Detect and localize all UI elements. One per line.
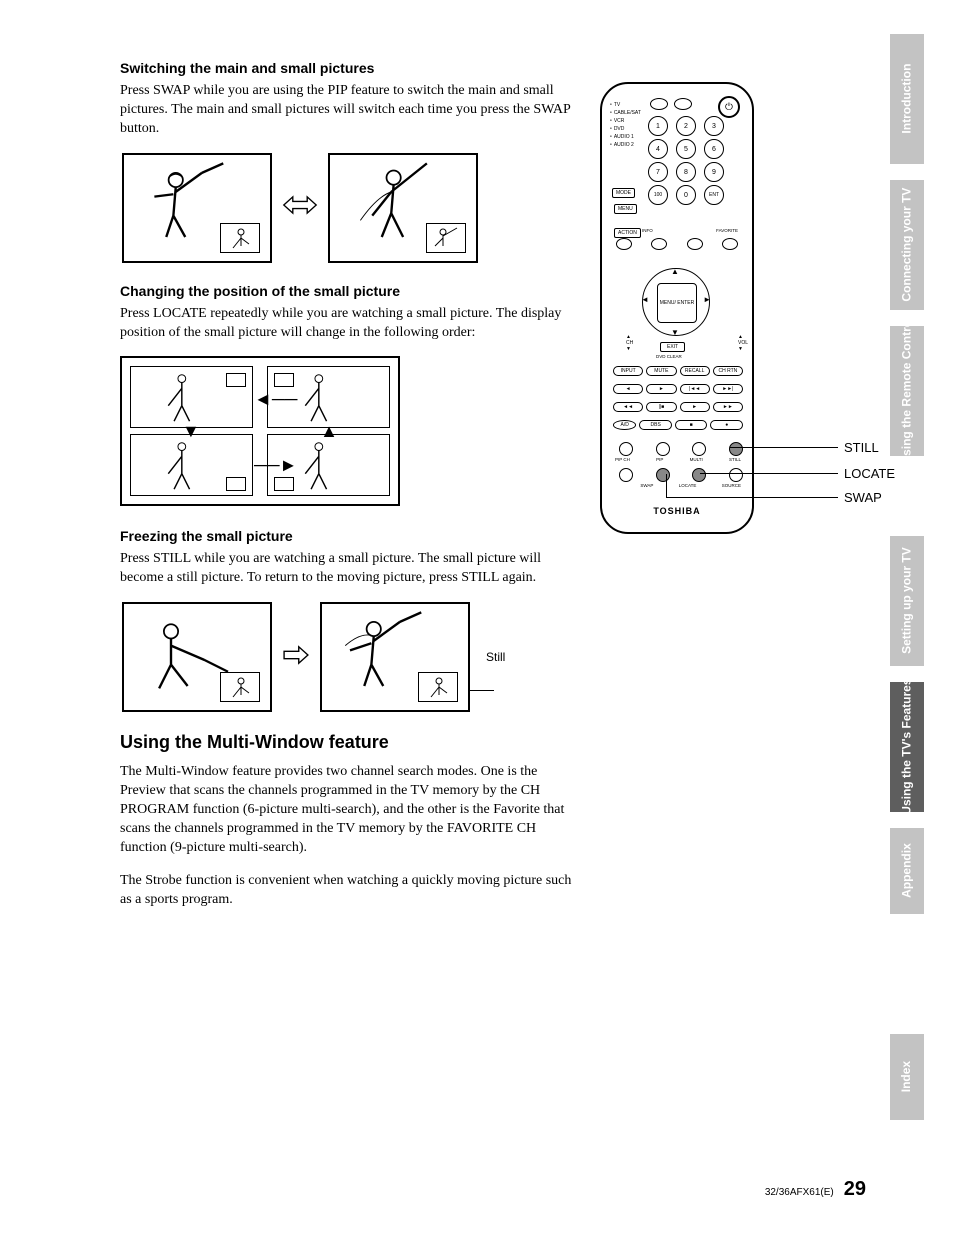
sidetab-appendix: Appendix xyxy=(890,828,924,914)
callout-line-swap xyxy=(666,497,838,498)
mode-button: MODE xyxy=(612,188,635,198)
heading-swap: Switching the main and small pictures xyxy=(120,60,580,76)
locate-cell-bl xyxy=(130,434,253,496)
page-number: 29 xyxy=(844,1178,866,1201)
transport-row-1: INPUT MUTE RECALL CH RTN xyxy=(613,366,743,376)
locate-button xyxy=(692,468,706,482)
body-swap: Press SWAP while you are using the PIP f… xyxy=(120,82,580,139)
still-button xyxy=(729,442,743,456)
golfer-mini-icon xyxy=(221,224,261,254)
sidetab-features-active: Using the TV's Features xyxy=(890,682,924,812)
light-button xyxy=(650,98,668,110)
exit-button: EXIT xyxy=(660,342,685,352)
pip-circle-row-1: PIP CH PIP MULTI STILL xyxy=(613,442,743,463)
model-number: 32/36AFX61(E) xyxy=(765,1187,834,1198)
transport-row-4: A/D DBS ■ ● xyxy=(613,420,743,430)
remote-device-list: TV CABLE/SAT VCR DVD AUDIO 1 AUDIO 2 xyxy=(610,102,641,150)
callout-locate: LOCATE xyxy=(844,466,895,481)
arrow-down-icon: ▼ xyxy=(182,422,200,440)
main-content: Switching the main and small pictures Pr… xyxy=(120,60,580,923)
figure-swap xyxy=(122,153,580,263)
action-button: ACTION xyxy=(614,228,641,238)
swap-screen-right xyxy=(328,153,478,263)
callout-line-swap-v xyxy=(666,474,667,498)
source-button xyxy=(729,468,743,482)
batter-mini-icon xyxy=(427,224,467,254)
arrow-up-icon: ▲ xyxy=(320,422,338,440)
sidetab-introduction: Introduction xyxy=(890,34,924,164)
multi-button xyxy=(692,442,706,456)
locate-cell-tl xyxy=(130,366,253,428)
oval-button-row xyxy=(616,238,738,250)
number-pad: 1 2 3 4 5 6 7 8 9 100 0 ENT xyxy=(648,116,726,205)
body-freeze: Press STILL while you are watching a sma… xyxy=(120,550,580,588)
ch-vol-rockers: ▲CH▼ ▲VOL▼ xyxy=(612,334,762,352)
swap-button xyxy=(656,468,670,482)
pip-subbox xyxy=(220,672,260,702)
power-button-icon: ⏻ xyxy=(718,96,740,118)
arrow-right-icon: ──► xyxy=(254,456,297,474)
still-caption: Still xyxy=(486,650,505,664)
sidetab-remote: Using the Remote Control xyxy=(890,326,924,456)
figure-freeze: Still xyxy=(122,602,580,712)
still-leader-line xyxy=(470,690,494,691)
freeze-screen-right xyxy=(320,602,470,712)
remote-brand: TOSHIBA xyxy=(602,506,752,516)
nav-ring: MENU/ ENTER ▲ ▼ ◄ ► xyxy=(642,268,710,336)
pipch-button xyxy=(619,442,633,456)
freeze-screen-right-wrap xyxy=(320,602,470,712)
golfer-mini-icon xyxy=(419,673,459,703)
pipch2-button xyxy=(619,468,633,482)
right-arrow-icon xyxy=(282,644,310,671)
body-locate: Press LOCATE repeatedly while you are wa… xyxy=(120,305,580,343)
pip-subbox xyxy=(220,223,260,253)
callout-swap: SWAP xyxy=(844,490,882,505)
sidetab-connecting: Connecting your TV xyxy=(890,180,924,310)
heading-multiwindow: Using the Multi-Window feature xyxy=(120,732,580,753)
heading-freeze: Freezing the small picture xyxy=(120,528,580,544)
swap-arrow-icon xyxy=(282,191,318,224)
pip-subbox xyxy=(426,223,466,253)
sidetab-settingup: Setting up your TV xyxy=(890,536,924,666)
body-multiwindow-1: The Multi-Window feature provides two ch… xyxy=(120,763,580,857)
transport-row-3: ◄◄ ||■ ► ►► xyxy=(613,402,743,412)
arrow-left-icon: ◄── xyxy=(254,390,297,408)
pip-button xyxy=(656,442,670,456)
transport-row-2: ◄ ► |◄◄ ►►| xyxy=(613,384,743,394)
body-multiwindow-2: The Strobe function is convenient when w… xyxy=(120,872,580,910)
sleep-button xyxy=(674,98,692,110)
pip-subbox-still xyxy=(418,672,458,702)
remote-illustration: TV CABLE/SAT VCR DVD AUDIO 1 AUDIO 2 ⏻ 1… xyxy=(600,82,754,534)
sidetab-index: Index xyxy=(890,1034,924,1120)
callout-still: STILL xyxy=(844,440,879,455)
callout-line-locate xyxy=(700,473,838,474)
freeze-screen-left xyxy=(122,602,272,712)
swap-screen-left xyxy=(122,153,272,263)
page-footer: 32/36AFX61(E) 29 xyxy=(765,1178,866,1201)
golfer-mini-icon xyxy=(221,673,261,703)
menu-button: MENU xyxy=(614,204,637,214)
callout-line-still xyxy=(730,447,838,448)
pip-circle-row-2: SWAP LOCATE SOURCE xyxy=(613,468,743,489)
figure-locate: ◄── ──► ▼ ▲ xyxy=(120,356,400,506)
heading-locate: Changing the position of the small pictu… xyxy=(120,283,580,299)
